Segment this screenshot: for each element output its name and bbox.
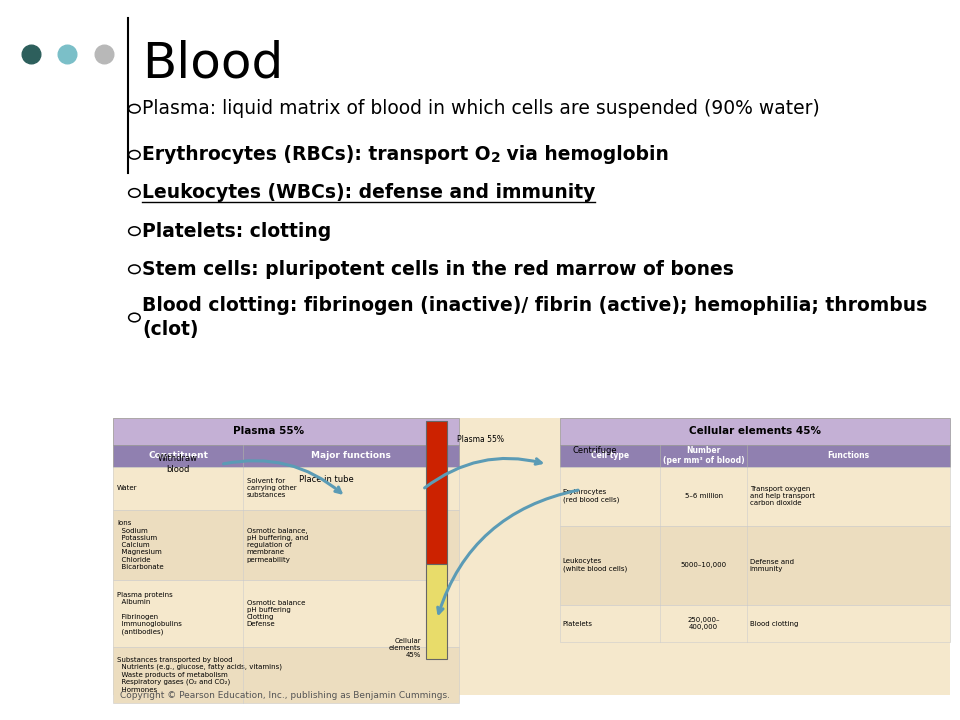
Text: Stem cells: pluripotent cells in the red marrow of bones: Stem cells: pluripotent cells in the red… — [142, 260, 734, 279]
FancyBboxPatch shape — [113, 418, 459, 445]
Text: Cell type: Cell type — [591, 451, 629, 460]
Text: Place in tube: Place in tube — [299, 475, 354, 484]
FancyBboxPatch shape — [560, 445, 950, 467]
FancyBboxPatch shape — [113, 580, 459, 647]
Text: via hemoglobin: via hemoglobin — [500, 145, 669, 164]
Text: Copyright © Pearson Education, Inc., publishing as Benjamin Cummings.: Copyright © Pearson Education, Inc., pub… — [120, 691, 450, 700]
Text: Platelets: clotting: Platelets: clotting — [142, 222, 331, 240]
Text: Transport oxygen
and help transport
carbon dioxide: Transport oxygen and help transport carb… — [750, 486, 815, 506]
FancyBboxPatch shape — [113, 510, 459, 580]
Point — [23, 48, 38, 60]
FancyBboxPatch shape — [113, 647, 459, 703]
Text: Functions: Functions — [828, 451, 870, 460]
FancyBboxPatch shape — [426, 564, 447, 659]
Text: Plasma 55%: Plasma 55% — [233, 426, 304, 436]
FancyBboxPatch shape — [113, 418, 950, 695]
Text: Centrifuge: Centrifuge — [573, 446, 617, 455]
Point — [60, 48, 75, 60]
Text: Solvent for
carrying other
substances: Solvent for carrying other substances — [247, 478, 297, 498]
Text: Plasma: liquid matrix of blood in which cells are suspended (90% water): Plasma: liquid matrix of blood in which … — [142, 99, 820, 118]
FancyBboxPatch shape — [113, 445, 459, 467]
FancyBboxPatch shape — [560, 526, 950, 605]
Text: Osmotic balance,
pH buffering, and
regulation of
membrane
permeability: Osmotic balance, pH buffering, and regul… — [247, 528, 308, 562]
Text: 5–6 million: 5–6 million — [684, 493, 723, 499]
Text: Leukocytes (WBCs): defense and immunity: Leukocytes (WBCs): defense and immunity — [142, 184, 595, 202]
Text: Leukocytes
(white blood cells): Leukocytes (white blood cells) — [563, 558, 627, 572]
FancyBboxPatch shape — [426, 421, 447, 564]
Text: Plasma proteins
  Albumin

  Fibrinogen
  Immunoglobulins
  (antibodies): Plasma proteins Albumin Fibrinogen Immun… — [117, 592, 182, 635]
Point — [96, 48, 111, 60]
Text: Blood: Blood — [142, 40, 283, 88]
Text: Substances transported by blood
  Nutrients (e.g., glucose, fatty acids, vitamin: Substances transported by blood Nutrient… — [117, 657, 282, 693]
Text: Osmotic balance
pH buffering
Clotting
Defense: Osmotic balance pH buffering Clotting De… — [247, 600, 305, 627]
Text: Blood clotting: fibrinogen (inactive)/ fibrin (active); hemophilia; thrombus
(cl: Blood clotting: fibrinogen (inactive)/ f… — [142, 296, 927, 339]
Text: Major functions: Major functions — [311, 451, 391, 460]
Text: Plasma 55%: Plasma 55% — [457, 435, 504, 444]
Text: 250,000–
400,000: 250,000– 400,000 — [687, 617, 720, 630]
Text: 5000–10,000: 5000–10,000 — [681, 562, 727, 568]
Text: Constituent: Constituent — [148, 451, 208, 460]
Text: Number
(per mm³ of blood): Number (per mm³ of blood) — [662, 446, 745, 465]
FancyBboxPatch shape — [113, 467, 459, 510]
FancyBboxPatch shape — [560, 467, 950, 526]
Text: Ions
  Sodium
  Potassium
  Calcium
  Magnesium
  Chloride
  Bicarbonate: Ions Sodium Potassium Calcium Magnesium … — [117, 521, 164, 570]
Text: Cellular elements 45%: Cellular elements 45% — [689, 426, 821, 436]
Text: 2: 2 — [491, 151, 500, 166]
Text: Cellular
elements
45%: Cellular elements 45% — [389, 638, 421, 658]
Text: Blood clotting: Blood clotting — [750, 621, 798, 626]
Text: Defense and
immunity: Defense and immunity — [750, 559, 794, 572]
Text: Erythrocytes
(red blood cells): Erythrocytes (red blood cells) — [563, 489, 619, 503]
Text: Platelets: Platelets — [563, 621, 592, 626]
FancyBboxPatch shape — [560, 605, 950, 642]
Text: Water: Water — [117, 485, 137, 491]
FancyBboxPatch shape — [560, 418, 950, 445]
Text: Erythrocytes (RBCs): transport O: Erythrocytes (RBCs): transport O — [142, 145, 491, 164]
Text: Withdraw
blood: Withdraw blood — [157, 454, 198, 474]
